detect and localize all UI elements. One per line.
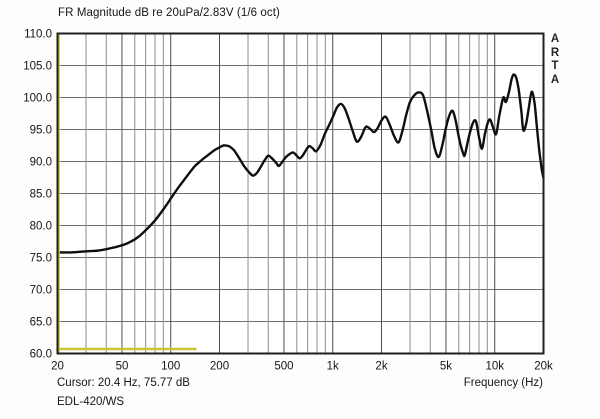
y-tick-label: 110.0	[24, 29, 52, 41]
plot-border	[56, 32, 545, 355]
x-tick-label: 500	[274, 361, 293, 373]
arta-logo-letter: T	[551, 60, 559, 72]
y-tick-label: 75.0	[30, 253, 52, 265]
arta-logo-letter: A	[550, 33, 560, 45]
y-tick-label: 90.0	[30, 157, 52, 169]
series-frequency-response	[56, 73, 545, 254]
x-axis-title: Frequency (Hz)	[463, 377, 543, 389]
x-tick-label: 20	[51, 361, 64, 373]
y-tick-label: 100.0	[23, 93, 52, 105]
x-tick-label: 100	[161, 361, 180, 373]
x-tick-label: 50	[116, 361, 129, 373]
y-tick-label: 70.0	[30, 285, 52, 297]
y-tick-label: 85.0	[30, 189, 52, 201]
x-tick-label: 200	[210, 361, 229, 373]
x-tick-label: 2k	[375, 361, 387, 373]
x-tick-label: 10k	[485, 361, 504, 373]
y-tick-label: 105.0	[23, 61, 52, 73]
chart-title: FR Magnitude dB re 20uPa/2.83V (1/6 oct)	[58, 7, 280, 19]
y-tick-label: 95.0	[30, 125, 52, 137]
arta-logo-letter: A	[550, 73, 560, 86]
cursor-readout: Cursor: 20.4 Hz, 75.77 dB	[57, 377, 190, 389]
y-tick-label: 65.0	[30, 317, 52, 329]
arta-logo-letter: R	[550, 46, 560, 59]
annotation-label: EDL-420/WS	[57, 396, 125, 408]
x-tick-label: 1k	[327, 361, 339, 373]
y-tick-label: 80.0	[30, 221, 52, 233]
x-tick-label: 20k	[534, 361, 553, 373]
y-tick-label: 60.0	[30, 349, 52, 361]
x-tick-label: 5k	[440, 361, 452, 373]
